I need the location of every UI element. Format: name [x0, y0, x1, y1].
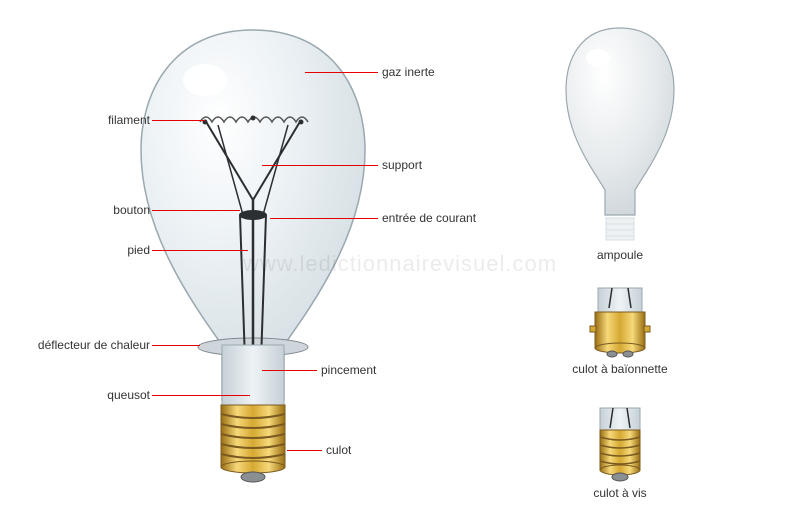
leader-culot — [287, 450, 322, 451]
small-screw-base — [600, 408, 640, 481]
leader-support — [262, 165, 378, 166]
label-gaz-inerte: gaz inerte — [382, 65, 435, 79]
label-bouton: bouton — [30, 203, 150, 217]
leader-gaz — [305, 72, 378, 73]
caption-ampoule: ampoule — [550, 248, 690, 262]
leader-filament — [152, 120, 205, 121]
label-support: support — [382, 158, 422, 172]
label-pied: pied — [30, 243, 150, 257]
caption-bayonet: culot à baïonnette — [550, 362, 690, 376]
side-figures — [0, 0, 800, 527]
leader-bouton — [152, 210, 240, 211]
leader-queusot — [152, 395, 250, 396]
frosted-bulb — [566, 28, 674, 240]
bayonet-base — [590, 288, 650, 357]
label-culot: culot — [326, 443, 351, 457]
label-pincement: pincement — [321, 363, 376, 377]
caption-screw: culot à vis — [550, 486, 690, 500]
label-filament: filament — [30, 113, 150, 127]
label-deflecteur: déflecteur de chaleur — [30, 338, 150, 352]
leader-entree — [270, 218, 378, 219]
diagram-stage: filament bouton pied déflecteur de chale… — [0, 0, 800, 527]
label-entree-courant: entrée de courant — [382, 211, 476, 225]
leader-pied — [152, 250, 248, 251]
leader-deflecteur — [152, 345, 200, 346]
leader-pincement — [262, 370, 317, 371]
label-queusot: queusot — [30, 388, 150, 402]
